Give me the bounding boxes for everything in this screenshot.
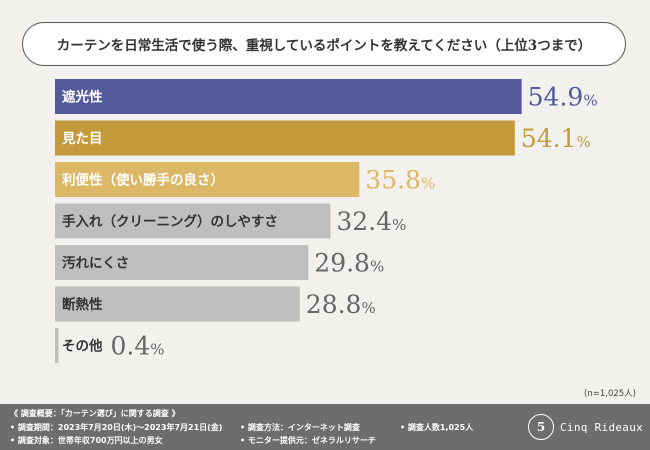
bar-5 — [55, 245, 309, 280]
value-label-6: 28.8% — [306, 290, 376, 319]
survey-title: 《 調査概要：「カーテン選び」に関する調査 》 — [10, 409, 180, 418]
value-label-5: 29.8% — [314, 249, 384, 278]
value-label-1: 54.9% — [528, 83, 598, 112]
survey-period: • 調査期間：2023年7月20日(木)～2023年7月21日(金) — [10, 423, 223, 432]
chart-title-box: カーテンを日常生活で使う際、重視しているポイントを教えてください（上位3つまで） — [22, 22, 626, 66]
value-label-3: 35.8% — [365, 166, 435, 195]
category-label-5: 汚れにくさ — [62, 255, 129, 272]
category-label-4: 手入れ（クリーニング）のしやすさ — [62, 213, 278, 230]
monitor-provider: • モニター提供元：ゼネラルリサーチ — [240, 436, 376, 445]
category-label-2: 見た目 — [61, 131, 103, 147]
survey-footer: 《 調査概要：「カーテン選び」に関する調査 》 • 調査期間：2023年7月20… — [0, 404, 650, 450]
brand-emblem-icon: 5 — [528, 414, 554, 440]
bar-7 — [55, 328, 59, 363]
value-label-2: 54.1% — [521, 124, 591, 153]
value-label-4: 32.4% — [336, 207, 406, 236]
brand-logo: 5 Cinq Rideaux — [528, 414, 643, 440]
respondent-count: • 調査人数1,025人 — [400, 423, 474, 432]
bar-chart: 遮光性 54.9% 見た目 54.1% 利便性（使い勝手の良さ） 35.8% 手入れ（クリー… — [55, 79, 598, 363]
bar-1 — [55, 79, 522, 114]
category-label-7: その他 — [62, 338, 103, 355]
brand-name: Cinq Rideaux — [560, 420, 644, 434]
bar-4 — [55, 203, 331, 239]
value-label-7: 0.4% — [111, 332, 165, 361]
bar-3 — [55, 162, 360, 197]
survey-method: • 調査方法：インターネット調査 — [240, 423, 360, 432]
survey-target: • 調査対象：世帯年収700万円以上の男女 — [10, 436, 163, 445]
category-label-6: 断熱性 — [62, 296, 103, 313]
category-label-3: 利便性（使い勝手の良さ） — [62, 172, 224, 189]
category-label-1: 遮光性 — [62, 89, 103, 106]
sample-size-note: (n=1,025人) — [584, 389, 636, 399]
bar-6 — [55, 286, 300, 322]
bar-2 — [55, 120, 515, 156]
chart-title: カーテンを日常生活で使う際、重視しているポイントを教えてください（上位3つまで） — [56, 38, 592, 54]
